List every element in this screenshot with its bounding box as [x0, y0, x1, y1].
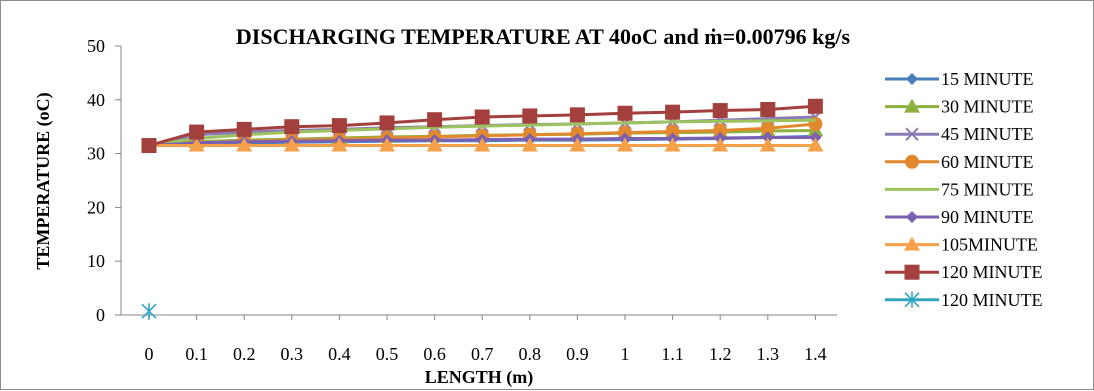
legend-marker — [904, 98, 920, 113]
data-point — [379, 115, 395, 131]
legend-item: 75 MINUTE — [885, 179, 1034, 199]
series-7 — [141, 137, 824, 152]
series-9 — [141, 303, 157, 320]
legend-marker — [904, 264, 920, 280]
y-tick-label: 50 — [87, 36, 105, 56]
legend-marker — [905, 127, 919, 141]
legend: 15 MINUTE 30 MINUTE 45 MINUTE 60 MINUTE 75 M… — [885, 69, 1043, 310]
data-point — [665, 104, 681, 120]
data-point — [474, 109, 490, 125]
y-tick-label: 0 — [96, 305, 105, 325]
legend-item: 60 MINUTE — [885, 152, 1034, 172]
y-tick-label: 20 — [87, 197, 105, 217]
x-tick-label: 0.2 — [233, 344, 256, 364]
data-point — [379, 137, 395, 152]
data-point — [141, 303, 157, 320]
legend-item: 15 MINUTE — [885, 69, 1034, 89]
y-tick-label: 10 — [87, 251, 105, 271]
legend-label: 30 MINUTE — [941, 97, 1034, 117]
data-point — [283, 137, 300, 152]
data-point — [569, 107, 585, 123]
data-point — [569, 137, 586, 152]
x-tick-label: 1.1 — [661, 344, 684, 364]
x-tick-label: 1 — [621, 344, 630, 364]
x-tick-label: 1.3 — [757, 344, 780, 364]
legend-item: 120 MINUTE — [885, 290, 1043, 310]
data-point — [761, 131, 774, 144]
x-axis-title: LENGTH (m) — [425, 367, 534, 388]
data-point — [665, 124, 680, 139]
data-point — [521, 137, 538, 152]
legend-item: 105MINUTE — [885, 235, 1038, 255]
y-ticks: 0 10 20 30 40 50 — [87, 36, 121, 325]
x-tick-label: 0.3 — [281, 344, 304, 364]
x-tick-label: 1.2 — [709, 344, 732, 364]
legend-item: 45 MINUTE — [885, 124, 1034, 144]
legend-label: 60 MINUTE — [941, 152, 1034, 172]
data-point — [809, 131, 822, 144]
data-point — [331, 137, 348, 152]
legend-item: 90 MINUTE — [885, 207, 1034, 227]
data-point — [807, 137, 824, 152]
chart-title: DISCHARGING TEMPERATURE AT 40oC and ṁ=0… — [236, 24, 851, 49]
data-point — [188, 137, 205, 152]
legend-marker — [904, 291, 920, 308]
x-tick-label: 0.6 — [423, 344, 446, 364]
x-tick-label: 0.9 — [566, 344, 589, 364]
data-point — [427, 112, 443, 128]
legend-marker — [906, 211, 918, 223]
legend-label: 15 MINUTE — [941, 69, 1034, 89]
y-tick-label: 30 — [87, 144, 105, 164]
data-point — [236, 137, 253, 152]
data-point — [712, 103, 728, 119]
x-tick-label: 0.5 — [376, 344, 399, 364]
legend-marker — [904, 236, 920, 251]
legend-marker — [905, 154, 919, 169]
series-line — [148, 118, 816, 148]
data-point — [760, 101, 776, 117]
y-axis-title: TEMPERATURE (oC) — [33, 92, 54, 269]
legend-label: 90 MINUTE — [941, 207, 1034, 227]
data-point — [759, 137, 776, 152]
x-tick-label: 0 — [145, 344, 154, 364]
series-5 — [148, 118, 816, 148]
x-tick-label: 0.8 — [519, 344, 542, 364]
data-point — [617, 105, 633, 121]
x-tick-label: 1.4 — [804, 344, 827, 364]
data-point — [617, 137, 633, 152]
legend-item: 30 MINUTE — [885, 97, 1034, 117]
data-point — [760, 121, 775, 136]
legend-label: 105MINUTE — [941, 235, 1038, 255]
data-point — [713, 123, 728, 138]
data-point — [426, 137, 443, 152]
y-tick-label: 40 — [87, 90, 105, 110]
legend-item: 120 MINUTE — [885, 262, 1043, 282]
plot-series — [141, 98, 824, 320]
legend-label: 75 MINUTE — [941, 179, 1034, 199]
data-point — [141, 138, 157, 154]
x-tick-label: 0.7 — [471, 344, 494, 364]
legend-marker — [906, 73, 918, 85]
data-point — [474, 137, 491, 152]
x-ticks: 0 0.1 0.2 0.3 0.4 0.5 0.6 0.7 0.8 0.9 1 1.1 1.2 1.3 1.… — [145, 315, 827, 364]
legend-label: 45 MINUTE — [941, 124, 1034, 144]
data-point — [807, 98, 823, 114]
data-point — [331, 118, 347, 134]
data-point — [712, 137, 729, 152]
legend-label: 120 MINUTE — [941, 290, 1043, 310]
x-tick-label: 0.4 — [328, 344, 351, 364]
data-point — [664, 137, 681, 152]
series-8 — [141, 98, 823, 154]
data-point — [236, 121, 252, 137]
data-point — [522, 108, 538, 124]
legend-label: 120 MINUTE — [941, 262, 1043, 282]
x-tick-label: 0.1 — [185, 344, 208, 364]
data-point — [189, 124, 205, 140]
data-point — [284, 119, 300, 135]
